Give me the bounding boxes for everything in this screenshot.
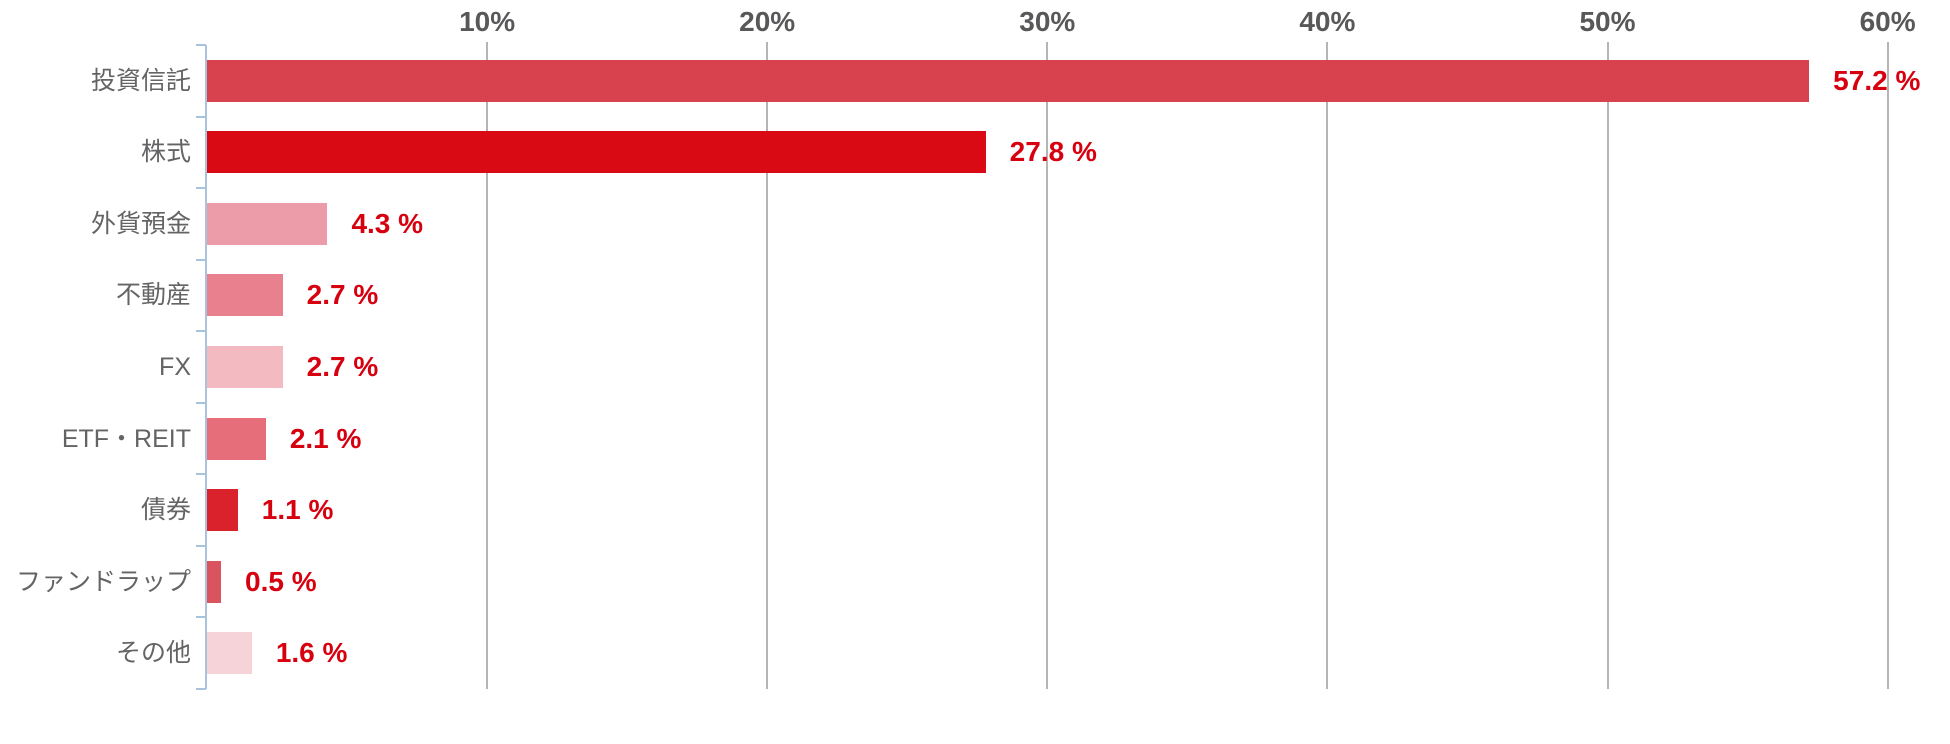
y-axis-tick	[196, 473, 206, 476]
bar	[207, 202, 328, 245]
category-label: FX	[159, 353, 191, 381]
value-label: 2.7 %	[306, 279, 379, 311]
value-label: 2.1 %	[289, 422, 362, 454]
bar	[207, 560, 221, 603]
bar	[207, 131, 986, 174]
y-axis-tick	[196, 115, 206, 118]
value-label: 27.8 %	[1009, 136, 1097, 168]
grid-line	[1046, 42, 1049, 689]
category-label: 債券	[140, 496, 191, 525]
bar	[207, 417, 266, 460]
bar	[207, 274, 283, 317]
value-label: 1.6 %	[275, 637, 348, 669]
bar	[207, 632, 252, 675]
y-axis-tick	[196, 688, 206, 690]
grid-line	[1886, 42, 1889, 689]
value-label: 1.1 %	[261, 494, 334, 526]
bar	[207, 489, 238, 532]
bar	[207, 346, 283, 388]
bar	[207, 59, 1810, 102]
grid-line	[1606, 42, 1609, 689]
category-label: 株式	[140, 138, 191, 167]
grid-line	[766, 42, 769, 689]
y-axis-tick	[196, 401, 206, 404]
category-label: 不動産	[115, 281, 191, 310]
grid-line	[1326, 42, 1329, 689]
value-label: 4.3 %	[351, 207, 424, 239]
x-axis-tick-label: 40%	[1299, 6, 1356, 37]
x-axis-tick-label: 20%	[739, 6, 796, 37]
category-label: 外貨預金	[90, 209, 191, 238]
category-label: 投資信託	[90, 66, 191, 95]
category-label: ファンドラップ	[15, 567, 191, 596]
y-axis-tick	[196, 258, 206, 261]
x-axis-tick-label: 60%	[1859, 6, 1916, 37]
y-axis-tick	[196, 187, 206, 190]
y-axis-line	[205, 45, 207, 689]
y-axis-tick	[196, 330, 206, 333]
value-label: 0.5 %	[245, 565, 317, 597]
y-axis-tick	[196, 544, 206, 547]
x-axis-tick-label: 10%	[459, 6, 516, 37]
x-axis-tick-label: 50%	[1579, 6, 1636, 37]
category-label: ETF・REIT	[61, 424, 191, 453]
x-axis-tick-label: 30%	[1019, 6, 1076, 37]
category-label: その他	[115, 639, 191, 668]
value-label: 2.7 %	[306, 351, 379, 382]
value-label: 57.2 %	[1833, 64, 1921, 96]
y-axis-tick	[196, 616, 206, 619]
grid-line	[486, 42, 489, 689]
y-axis-tick	[196, 44, 206, 46]
